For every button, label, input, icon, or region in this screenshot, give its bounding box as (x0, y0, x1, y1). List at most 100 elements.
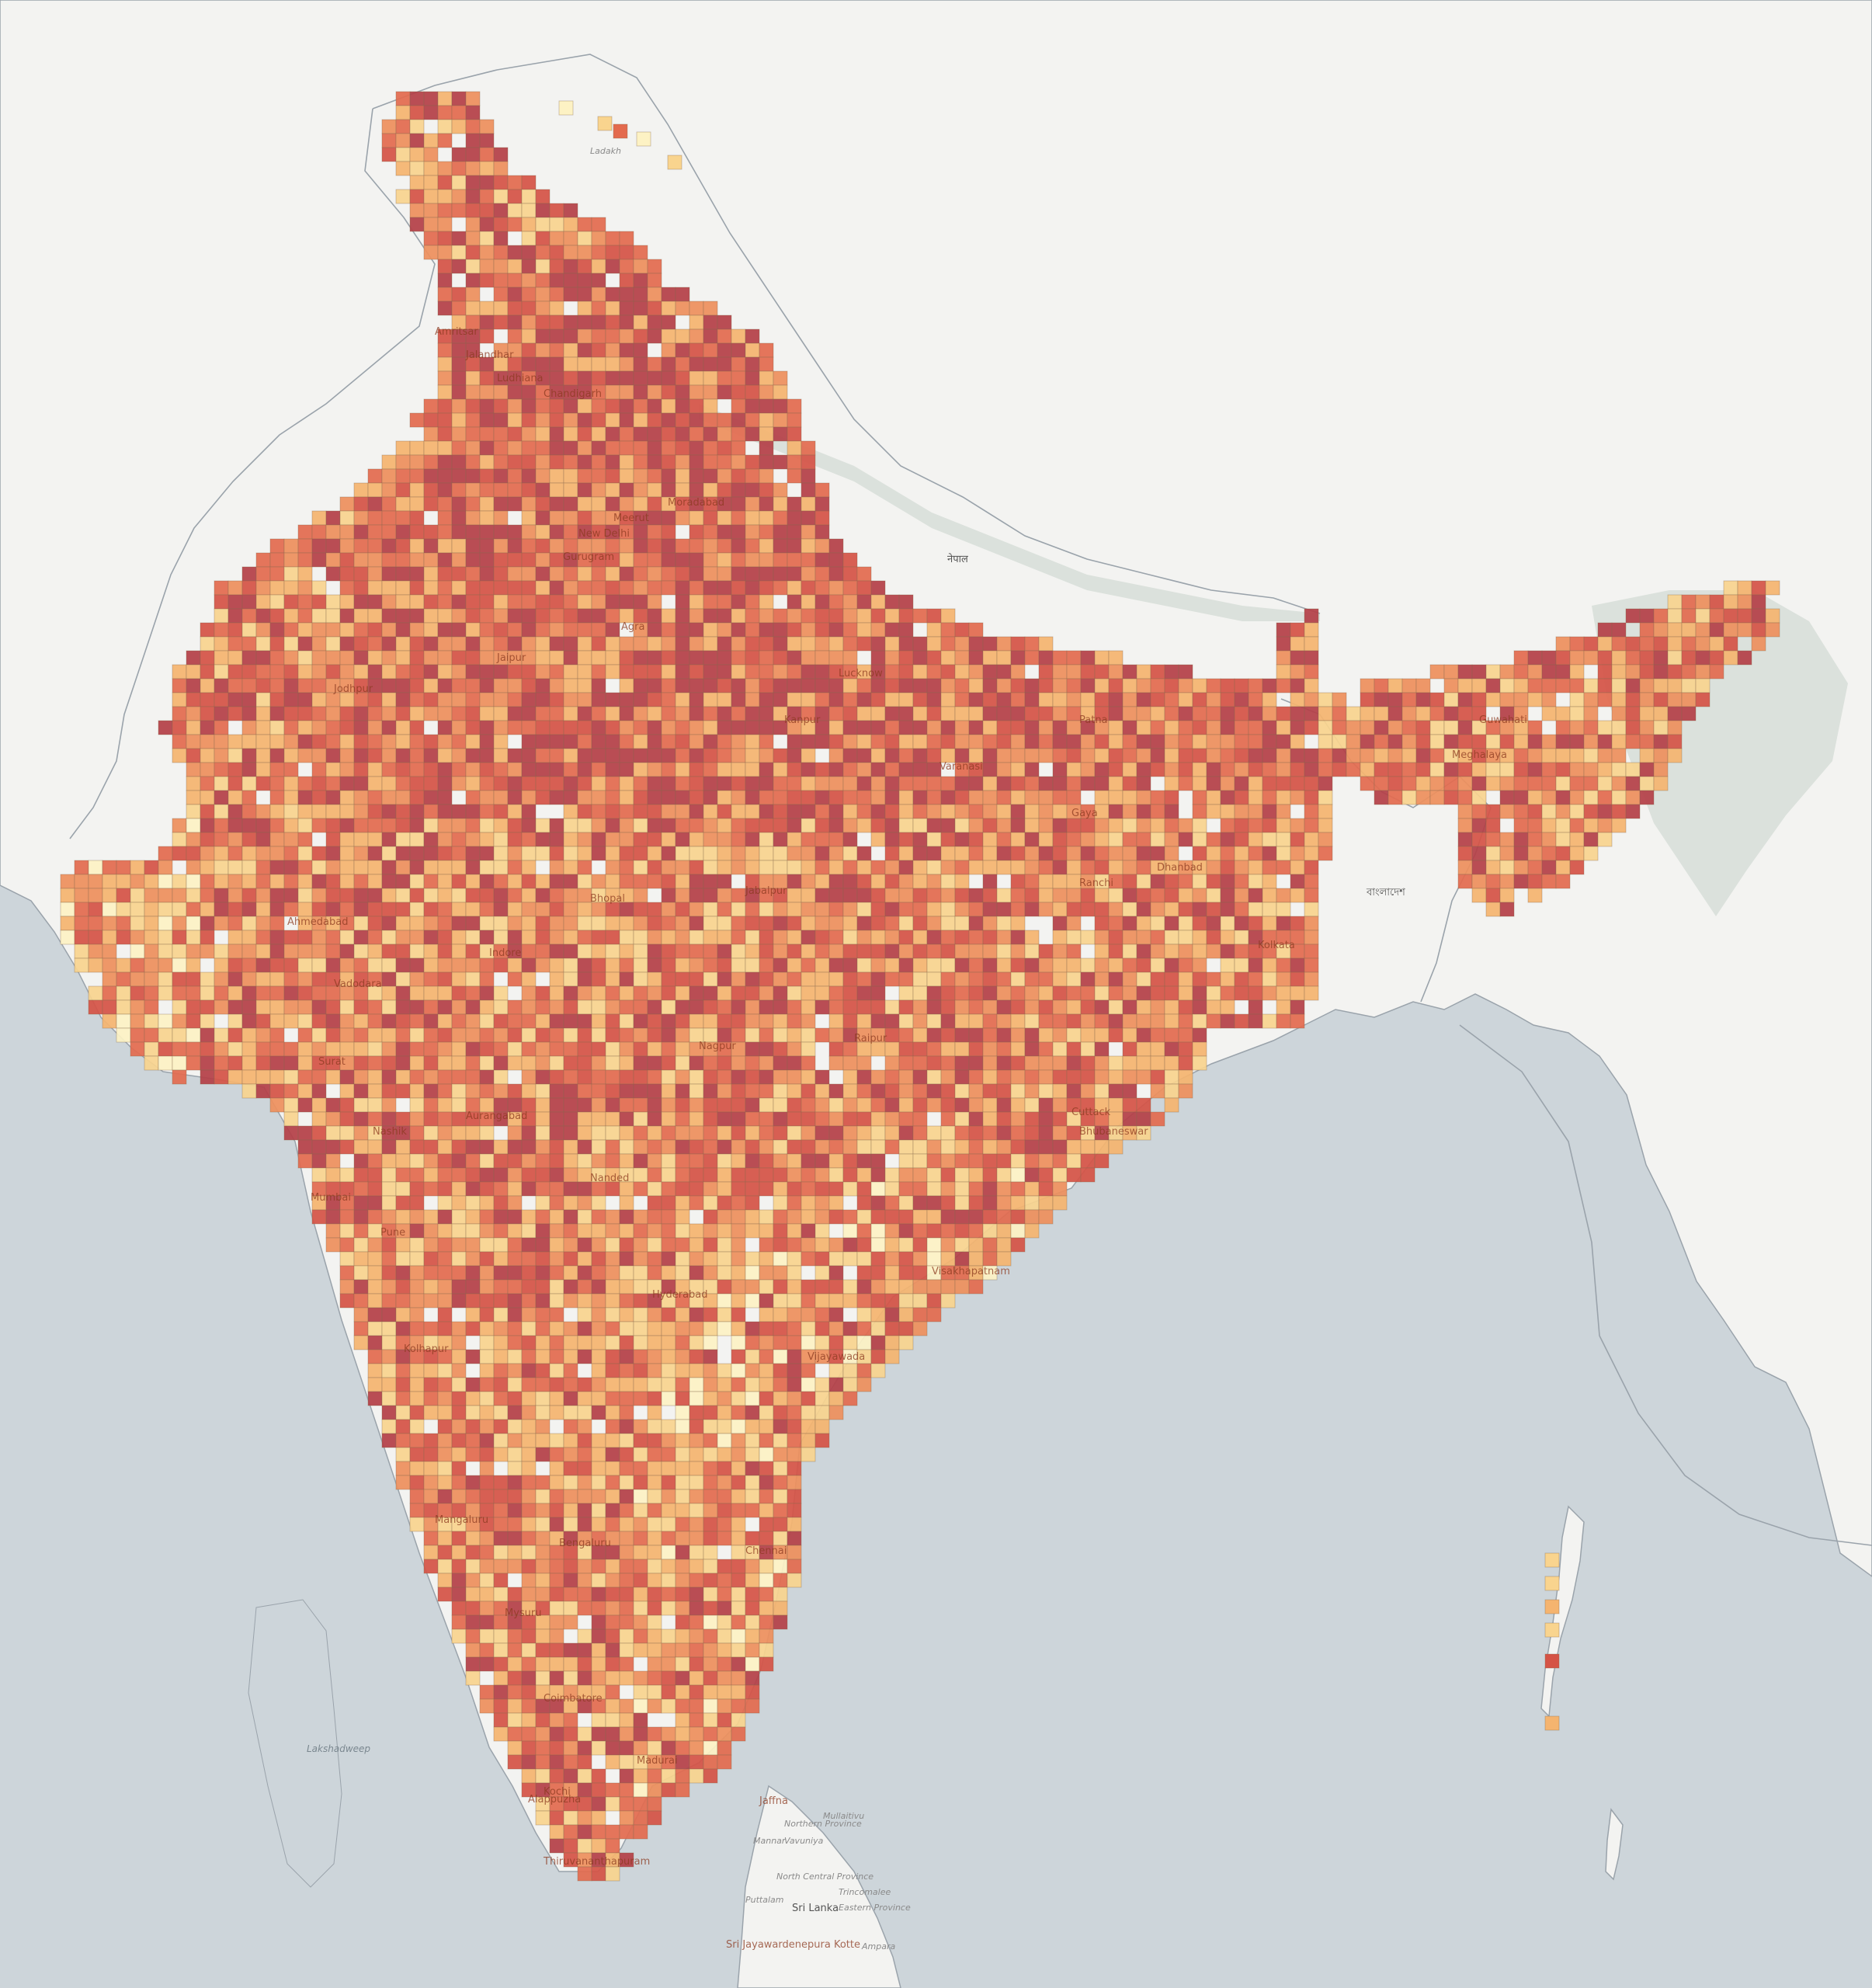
grid-cell[interactable] (1541, 776, 1557, 791)
grid-cell[interactable] (1122, 985, 1137, 1001)
grid-cell[interactable] (577, 594, 592, 610)
grid-cell[interactable] (423, 1223, 439, 1239)
grid-cell[interactable] (759, 398, 774, 414)
grid-cell[interactable] (1150, 706, 1165, 721)
grid-cell[interactable] (773, 1041, 788, 1057)
grid-cell[interactable] (982, 1237, 998, 1253)
grid-cell[interactable] (1052, 1013, 1068, 1029)
grid-cell[interactable] (1248, 804, 1263, 819)
grid-cell[interactable] (759, 692, 774, 707)
grid-cell[interactable] (255, 944, 271, 959)
grid-cell[interactable] (451, 999, 467, 1015)
grid-cell[interactable] (787, 762, 802, 777)
grid-cell[interactable] (479, 580, 495, 596)
grid-cell[interactable] (717, 580, 732, 596)
grid-cell[interactable] (1024, 776, 1040, 791)
grid-cell[interactable] (591, 370, 606, 386)
grid-cell[interactable] (200, 888, 215, 903)
grid-cell[interactable] (605, 1237, 620, 1253)
grid-cell[interactable] (619, 1377, 634, 1392)
grid-cell[interactable] (367, 1279, 383, 1295)
grid-cell[interactable] (395, 748, 411, 763)
grid-cell[interactable] (395, 1237, 411, 1253)
grid-cell[interactable] (311, 608, 327, 624)
grid-cell[interactable] (591, 398, 606, 414)
grid-cell[interactable] (773, 1293, 788, 1309)
grid-cell[interactable] (828, 944, 844, 959)
grid-cell[interactable] (353, 790, 369, 805)
grid-cell[interactable] (773, 1237, 788, 1253)
grid-cell[interactable] (1234, 1013, 1249, 1029)
grid-cell[interactable] (787, 398, 802, 414)
grid-cell[interactable] (1471, 804, 1487, 819)
grid-cell[interactable] (451, 315, 467, 330)
grid-cell[interactable] (605, 426, 620, 442)
grid-cell[interactable] (731, 958, 746, 973)
grid-cell[interactable] (311, 580, 327, 596)
grid-cell[interactable] (423, 1181, 439, 1197)
grid-cell[interactable] (982, 804, 998, 819)
grid-cell[interactable] (759, 678, 774, 693)
grid-cell[interactable] (549, 818, 564, 833)
grid-cell[interactable] (619, 971, 634, 987)
grid-cell[interactable] (1429, 692, 1445, 707)
grid-cell[interactable] (591, 342, 606, 358)
grid-cell[interactable] (563, 776, 578, 791)
grid-cell[interactable] (451, 1321, 467, 1336)
grid-cell[interactable] (968, 832, 984, 847)
grid-cell[interactable] (367, 720, 383, 735)
grid-cell[interactable] (549, 999, 564, 1015)
grid-cell[interactable] (703, 468, 718, 484)
grid-cell[interactable] (158, 902, 173, 917)
grid-cell[interactable] (996, 860, 1012, 875)
grid-cell[interactable] (912, 971, 928, 987)
grid-cell[interactable] (521, 999, 537, 1015)
grid-cell[interactable] (633, 1083, 648, 1099)
grid-cell[interactable] (787, 790, 802, 805)
grid-cell[interactable] (773, 1111, 788, 1127)
grid-cell[interactable] (801, 1111, 816, 1127)
grid-cell[interactable] (241, 1041, 257, 1057)
grid-cell[interactable] (325, 790, 341, 805)
grid-cell[interactable] (241, 818, 257, 833)
grid-cell[interactable] (577, 1251, 592, 1267)
grid-cell[interactable] (633, 1321, 648, 1336)
grid-cell[interactable] (745, 608, 760, 624)
grid-cell[interactable] (437, 1251, 453, 1267)
grid-cell[interactable] (954, 1097, 970, 1113)
grid-cell[interactable] (1024, 706, 1040, 721)
grid-cell[interactable] (116, 916, 131, 931)
grid-cell[interactable] (395, 1363, 411, 1378)
grid-cell[interactable] (1248, 762, 1263, 777)
grid-cell[interactable] (395, 1153, 411, 1169)
grid-cell[interactable] (563, 1279, 578, 1295)
grid-cell[interactable] (661, 356, 676, 372)
grid-cell[interactable] (759, 552, 774, 568)
grid-cell[interactable] (339, 538, 355, 554)
grid-cell[interactable] (535, 440, 550, 456)
grid-cell[interactable] (703, 538, 718, 554)
grid-cell[interactable] (1709, 608, 1724, 624)
grid-cell[interactable] (381, 636, 397, 652)
grid-cell[interactable] (982, 678, 998, 693)
grid-cell[interactable] (1178, 1027, 1193, 1043)
grid-cell[interactable] (1471, 874, 1487, 889)
grid-cell[interactable] (703, 985, 718, 1001)
grid-cell[interactable] (1038, 985, 1054, 1001)
grid-cell[interactable] (675, 1097, 690, 1113)
grid-cell[interactable] (675, 1153, 690, 1169)
grid-cell[interactable] (297, 594, 313, 610)
grid-cell[interactable] (898, 1055, 914, 1071)
grid-cell[interactable] (787, 1083, 802, 1099)
grid-cell[interactable] (186, 846, 201, 861)
grid-cell[interactable] (465, 944, 481, 959)
grid-cell[interactable] (605, 454, 620, 470)
grid-cell[interactable] (465, 119, 481, 134)
grid-cell[interactable] (1094, 664, 1110, 679)
grid-cell[interactable] (814, 1293, 830, 1309)
grid-cell[interactable] (661, 608, 676, 624)
grid-cell[interactable] (214, 916, 229, 931)
grid-cell[interactable] (493, 259, 509, 274)
grid-cell[interactable] (507, 440, 523, 456)
grid-cell[interactable] (870, 1027, 886, 1043)
